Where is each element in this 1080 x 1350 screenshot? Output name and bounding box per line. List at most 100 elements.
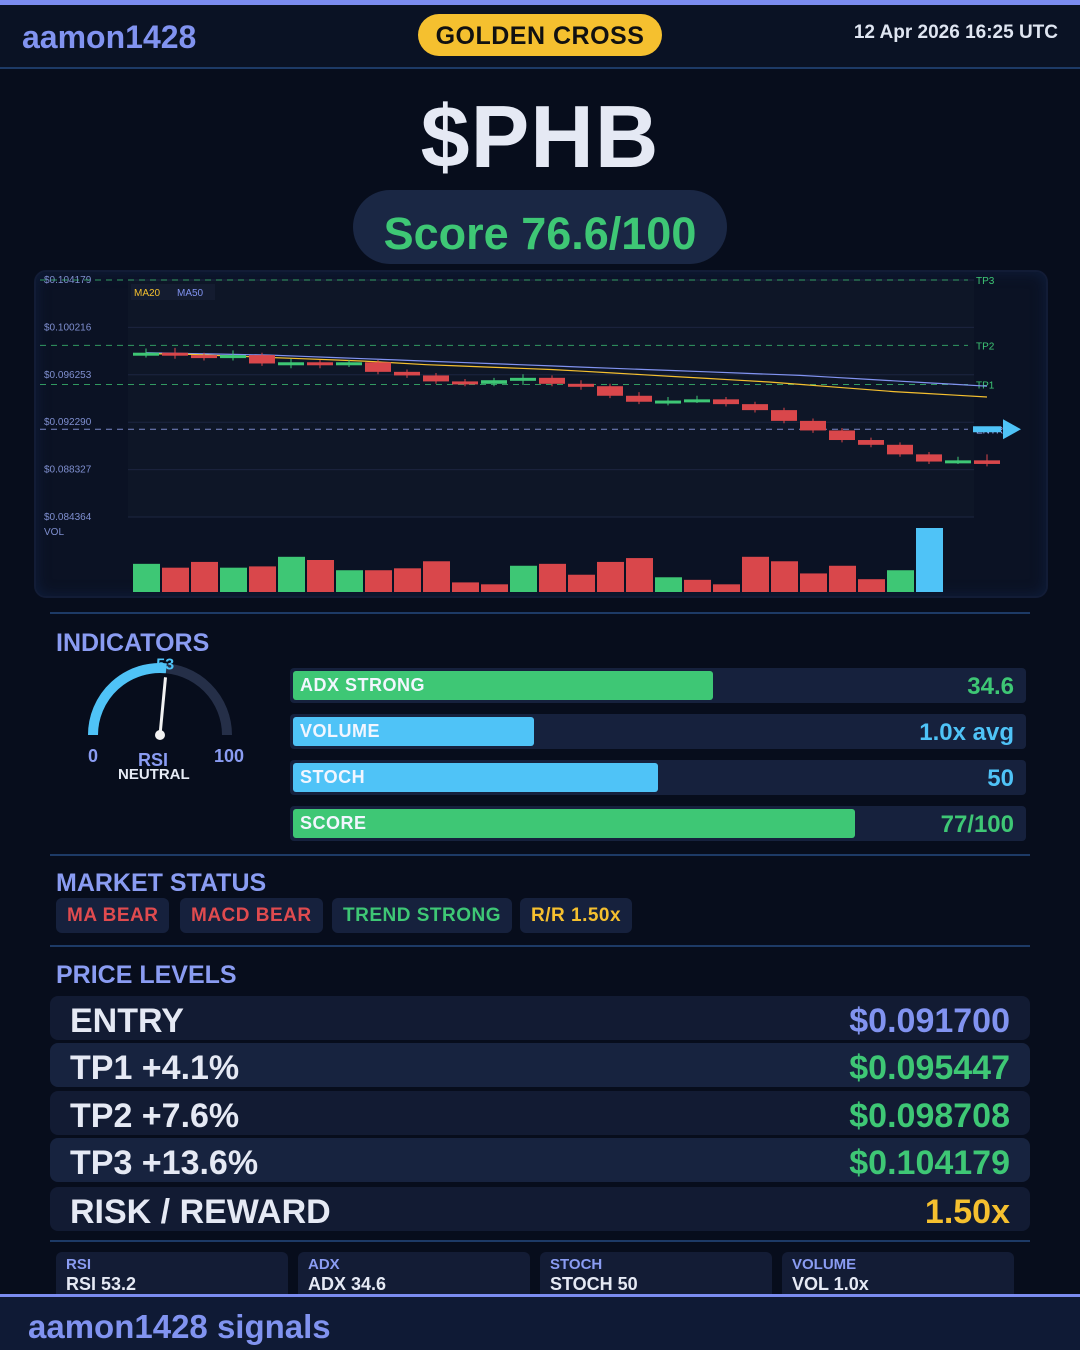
level-label-tp2: TP2 [976, 341, 995, 352]
indicators-title: INDICATORS [56, 629, 210, 657]
volume-bar [220, 567, 247, 592]
volume-bar [365, 570, 392, 592]
legend-ma20: MA20 [134, 288, 161, 299]
volume-bar [191, 561, 218, 592]
volume-bar [307, 560, 334, 592]
volume-bar [481, 584, 508, 592]
volume-bar [626, 558, 653, 592]
current-candle [973, 426, 1001, 433]
level-value: 1.50x [924, 1193, 1010, 1231]
candle-body [452, 381, 478, 385]
adx-bar-label: ADX STRONG [300, 675, 426, 695]
level-label-tp3: TP3 [976, 276, 995, 287]
footer-bar: aamon1428 signals [0, 1294, 1080, 1350]
candle-body [597, 386, 623, 396]
level-name: TP3 +13.6% [70, 1144, 259, 1182]
level-name: ENTRY [70, 1002, 184, 1040]
stoch-bar: STOCH 50 [290, 760, 1026, 795]
level-value: $0.091700 [849, 1002, 1010, 1040]
level-name: TP2 +7.6% [70, 1097, 240, 1135]
volume-bar [916, 528, 943, 592]
status-chip-rr: R/R 1.50x [520, 898, 633, 933]
volume-bar [423, 561, 450, 592]
adx-bar: ADX STRONG 34.6 [290, 668, 1026, 703]
candle-body [829, 430, 855, 441]
legend-box [131, 284, 215, 300]
candle-body [916, 454, 942, 462]
volume-bar [162, 567, 189, 592]
candle-body [249, 355, 275, 364]
stat-card-stoch: STOCH STOCH 50 [540, 1252, 772, 1296]
rsi-gauge: 53 0 100 RSI NEUTRAL [78, 655, 258, 795]
candle-body [162, 352, 188, 356]
candle-body [191, 355, 217, 359]
volume-bar [655, 577, 682, 592]
entry-arrow [1003, 419, 1021, 440]
volume-bar-label: VOLUME [300, 721, 381, 741]
rsi-gauge-fill [88, 663, 167, 736]
candle-body [887, 444, 913, 455]
candle-body [365, 362, 391, 372]
level-name: TP1 +4.1% [70, 1049, 240, 1087]
score-label: Score 76.6/100 [383, 208, 697, 259]
volume-bar [278, 556, 305, 592]
score-bar-value: 77/100 [940, 811, 1014, 838]
legend-ma50: MA50 [177, 288, 204, 299]
volume-bar [800, 573, 827, 592]
volume-bar-fill [293, 717, 534, 746]
stoch-bar-value: 50 [987, 765, 1014, 792]
y-tick-label: $0.100216 [44, 322, 92, 333]
section-divider [50, 854, 1030, 856]
rsi-max-label: 100 [214, 746, 244, 766]
candle-body [133, 352, 159, 356]
y-tick-label: $0.096253 [44, 370, 92, 381]
score-pill: Score 76.6/100 [353, 190, 727, 264]
volume-bar [887, 570, 914, 592]
level-value: $0.098708 [849, 1097, 1010, 1135]
stat-label: ADX [308, 1256, 340, 1273]
candle-body [945, 460, 971, 464]
golden-cross-badge: GOLDEN CROSS [418, 14, 662, 56]
footer-brand: aamon1428 signals [28, 1308, 331, 1345]
volume-bar [510, 565, 537, 592]
candle-body [394, 371, 420, 376]
score-bar-fill [293, 809, 856, 838]
stat-card-rsi: RSI RSI 53.2 [56, 1252, 288, 1296]
candle-body [481, 380, 507, 384]
level-row-tp2: TP2 +7.6% $0.098708 [50, 1091, 1030, 1135]
y-tick-label: $0.088327 [44, 465, 92, 476]
price-levels-title: PRICE LEVELS [56, 961, 237, 989]
score-bar-label: SCORE [300, 813, 367, 833]
rsi-value: 53 [156, 656, 174, 673]
candle-body [974, 460, 1000, 464]
level-row-risk-reward: RISK / REWARD 1.50x [50, 1187, 1030, 1231]
candle-body [655, 400, 681, 404]
ma20-line [146, 353, 988, 398]
plot-area [128, 280, 974, 517]
market-status-title: MARKET STATUS [56, 869, 267, 897]
score-bar: SCORE 77/100 [290, 806, 1026, 841]
stat-label: RSI [66, 1256, 92, 1273]
section-divider [50, 612, 1030, 614]
stat-label: VOLUME [792, 1256, 857, 1273]
top-accent-line [0, 0, 1080, 5]
rsi-needle [158, 677, 167, 736]
volume-bar [829, 565, 856, 592]
volume-bar [539, 563, 566, 592]
volume-label: VOL [44, 527, 64, 538]
level-value: $0.104179 [849, 1144, 1010, 1182]
level-value: $0.095447 [849, 1049, 1010, 1087]
candle-body [626, 395, 652, 402]
candle-body [278, 362, 304, 366]
candle-body [684, 399, 710, 403]
status-chip-trend: TREND STRONG [332, 898, 512, 933]
candle-body [510, 377, 536, 381]
status-chip-ma: MA BEAR [56, 898, 170, 933]
status-chip-macd: MACD BEAR [180, 898, 323, 933]
level-row-tp1: TP1 +4.1% $0.095447 [50, 1043, 1030, 1087]
volume-bar [771, 561, 798, 592]
candle-body [307, 362, 333, 366]
y-tick-label: $0.084364 [44, 512, 92, 523]
stat-label: STOCH [550, 1256, 603, 1273]
level-row-tp3: TP3 +13.6% $0.104179 [50, 1138, 1030, 1182]
